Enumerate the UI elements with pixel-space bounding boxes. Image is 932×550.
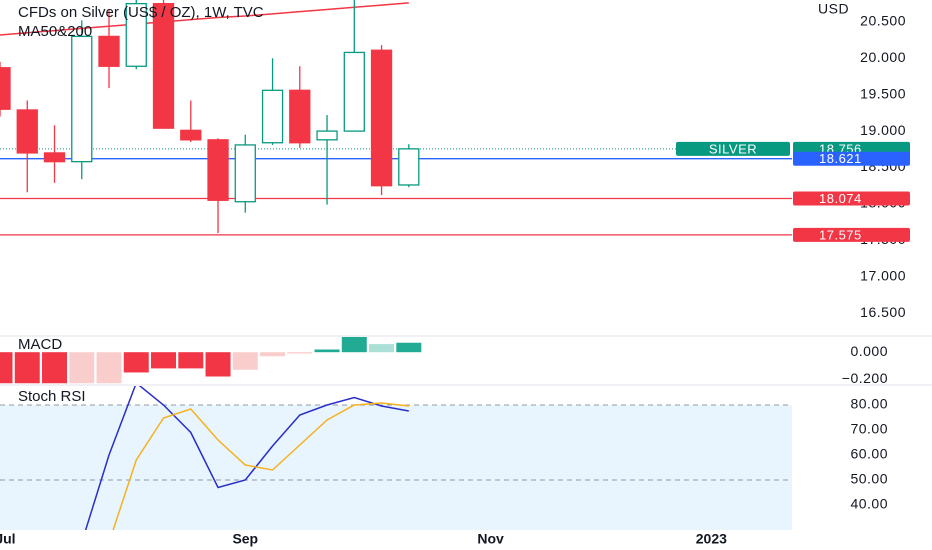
stoch-pane: [0, 386, 792, 530]
macd-bar: [178, 352, 204, 369]
x-tick-label: 2023: [696, 531, 727, 547]
macd-bar: [123, 352, 149, 373]
y-tick-label: 19.500: [860, 85, 906, 101]
macd-bar: [96, 352, 122, 384]
symbol-tag-label: SILVER: [709, 141, 757, 156]
candle-body: [180, 129, 202, 141]
y-tick-label: 17.000: [860, 267, 906, 283]
stoch-band: [0, 405, 792, 530]
axes: 20.50020.00019.50019.00018.50018.00017.5…: [0, 13, 910, 547]
candle-body: [398, 148, 420, 186]
macd-bar: [260, 352, 286, 357]
candle-body: [125, 2, 147, 67]
x-tick-label: Nov: [477, 531, 504, 547]
macd-title: MACD: [18, 336, 62, 353]
price-tag: [793, 191, 910, 206]
stoch-line: [84, 386, 409, 530]
currency-label: USD: [818, 1, 849, 17]
candle-body: [343, 51, 365, 132]
indicator-legend: MA50&200: [18, 23, 92, 40]
macd-bar: [14, 352, 40, 384]
macd-bar: [42, 352, 68, 384]
x-tick-label: Sep: [232, 531, 258, 547]
macd-bar: [396, 342, 422, 353]
macd-bar: [232, 352, 258, 370]
candle-body: [71, 35, 93, 163]
price-tag: [793, 227, 910, 242]
candle-body: [152, 2, 175, 129]
macd-bar: [287, 352, 313, 354]
y-tick-label: 20.500: [860, 13, 906, 29]
price-tag-label: 18.074: [819, 191, 862, 206]
ma-line: [0, 2, 409, 36]
y-tick-label: 19.000: [860, 122, 906, 138]
macd-pane: [0, 337, 422, 384]
macd-bar: [0, 352, 13, 384]
stoch-line: [112, 402, 409, 530]
macd-bar: [341, 337, 367, 353]
price-tag: [793, 151, 910, 166]
y-tick-label: 40.00: [850, 496, 888, 512]
price-tag-label: 17.575: [819, 227, 862, 242]
y-tick-label: 70.00: [850, 421, 888, 437]
y-tick-label: 50.00: [850, 471, 888, 487]
y-tick-label: 80.00: [850, 396, 888, 412]
y-tick-label: −0.200: [842, 370, 888, 386]
macd-bar: [369, 344, 395, 353]
candle-body: [261, 89, 284, 144]
macd-bar: [205, 352, 231, 377]
candle-body: [16, 109, 38, 154]
macd-bar: [69, 352, 95, 384]
candle-body: [98, 35, 120, 67]
symbol-tag: [676, 141, 790, 156]
price-tag-label: 18.621: [819, 151, 862, 166]
y-tick-label: 16.500: [860, 304, 906, 320]
y-tick-label: 20.000: [860, 49, 906, 65]
y-tick-label: 0.000: [850, 343, 888, 359]
candle-body: [316, 130, 338, 141]
macd-bar: [151, 352, 177, 369]
price-pane: [0, 0, 792, 236]
y-tick-label: 60.00: [850, 446, 888, 462]
macd-bar: [314, 349, 340, 353]
candle-body: [289, 89, 311, 144]
x-tick-label: Jul: [0, 531, 16, 547]
candle-body: [43, 152, 66, 163]
stoch-title: Stoch RSI: [18, 388, 86, 405]
candle-body: [207, 139, 229, 201]
candle-body: [234, 144, 256, 203]
candle-body: [0, 67, 11, 110]
candle-body: [370, 49, 393, 187]
chart-title: CFDs on Silver (US$ / OZ), 1W, TVC: [18, 4, 264, 21]
